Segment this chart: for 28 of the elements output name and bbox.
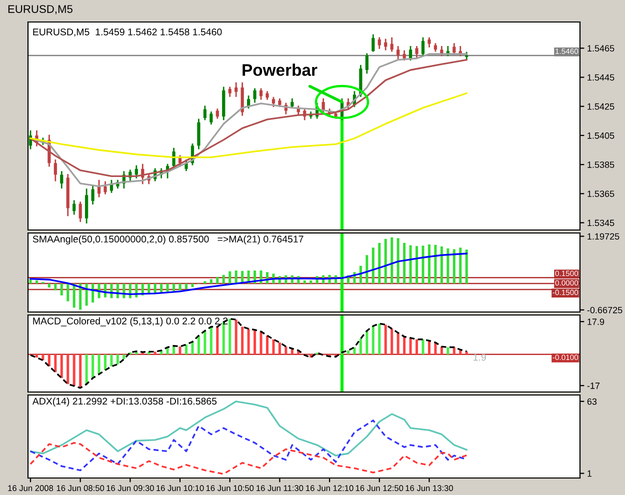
x-tick-label: 16 Jun 11:30 [256,485,304,492]
y-tick-label: 1 [588,470,592,477]
x-tick-label: 16 Jun 08:50 [56,485,104,492]
y-tick-label: 17.9 [588,318,604,325]
y-tick-label: 1.5425 [588,103,614,110]
x-tick-label: 16 Jun 12:50 [356,485,404,492]
x-tick-label: 16 Jun 12:10 [306,485,354,492]
y-tick-label: 1.5345 [588,220,614,226]
annotation: 1.9 [474,354,486,361]
y-tick-label: -17 [587,382,600,389]
annotation: Powerbar [242,64,318,76]
y-tick-label: 63 [587,398,597,405]
y-tick-label: 1.5365 [588,190,614,197]
x-tick-label: 16 Jun 10:50 [206,485,254,492]
text: EURUSD,M5 1.5459 1.5462 1.5458 1.5460 [33,28,222,37]
chart-title: EURUSD,M5 [8,5,72,14]
chart-title: SMAAngle(50,0.15000000,2,0) 0.857500 =>MA(21) 0.764517 [32,235,304,244]
y-tick-label: 1.5445 [588,74,614,81]
y-tick-label: 1.5405 [588,132,614,139]
x-tick-label: 16 Jun 09:30 [106,485,154,492]
x-tick-label: 16 Jun 2008 [8,485,54,492]
y-tick-label: -0.66725 [587,306,622,314]
x-tick-label: 16 Jun 13:30 [406,485,453,492]
y-tick-label: 1.5385 [588,162,614,168]
x-tick-label: 16 Jun 10:10 [156,485,204,492]
y-tick-label: 1.5465 [588,45,614,52]
y-tick-label: 1.19725 [588,233,620,240]
chart-title: ADX(14) 21.2992 +DI:13.0358 -DI:16.5865 [32,397,217,407]
